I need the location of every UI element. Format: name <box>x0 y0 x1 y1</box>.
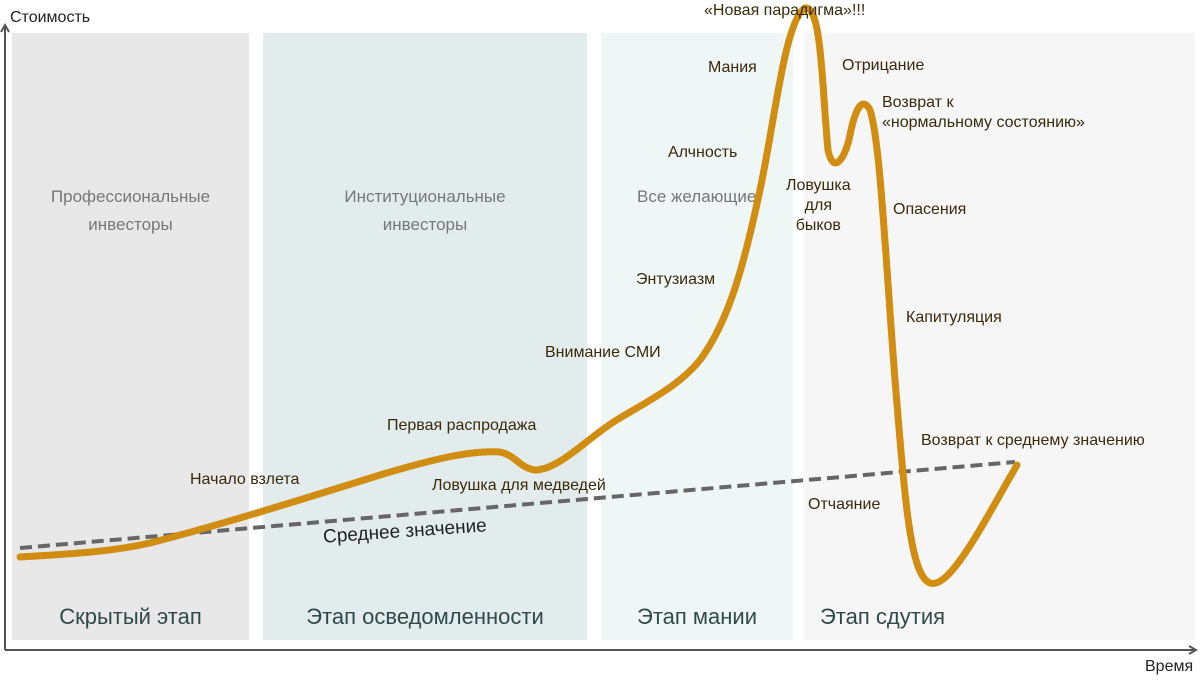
stage-name: Этап осведомленности <box>306 604 544 629</box>
label-media: Внимание СМИ <box>545 344 661 361</box>
label-return-normal: Возврат к «нормальному состоянию» <box>882 94 1085 131</box>
label-new-paradigm: «Новая парадигма»!!! <box>704 2 866 19</box>
y-axis-label: Стоимость <box>10 9 91 26</box>
label-despair: Отчаяние <box>808 496 881 513</box>
label-enthusiasm: Энтузиазм <box>636 271 716 288</box>
stage-name: Этап мании <box>637 604 757 629</box>
stage-investors: Все желающие <box>637 187 757 206</box>
label-capitulation: Капитуляция <box>906 309 1002 326</box>
label-mania: Мания <box>708 59 757 76</box>
label-takeoff: Начало взлета <box>190 471 300 488</box>
label-fear: Опасения <box>893 201 967 218</box>
price-curve <box>16 4 1021 587</box>
label-bear-trap: Ловушка для медведей <box>432 477 606 494</box>
stage-investors: Профессиональные инвесторы <box>50 187 211 234</box>
stage-name: Скрытый этап <box>59 604 202 629</box>
y-axis-arrow-icon <box>0 22 10 33</box>
stage-panel-mania: Все желающие Этап мании <box>601 33 793 640</box>
stage-name: Этап сдутия <box>820 604 946 629</box>
label-denial: Отрицание <box>842 57 925 74</box>
stage-panel-awareness: Институциональные инвесторы Этап осведом… <box>263 33 587 640</box>
x-axis-label: Время <box>1145 658 1194 675</box>
label-greed: Алчность <box>668 144 738 161</box>
x-axis-arrow-icon <box>1188 645 1199 655</box>
label-first-selloff: Первая распродажа <box>387 417 537 434</box>
stage-panel-blowoff: Этап сдутия <box>804 33 1195 640</box>
label-return-mean: Возврат к среднему значению <box>921 432 1145 449</box>
stage-investors: Институциональные инвесторы <box>344 187 506 234</box>
label-bull-trap: Ловушка для быков <box>786 177 851 234</box>
